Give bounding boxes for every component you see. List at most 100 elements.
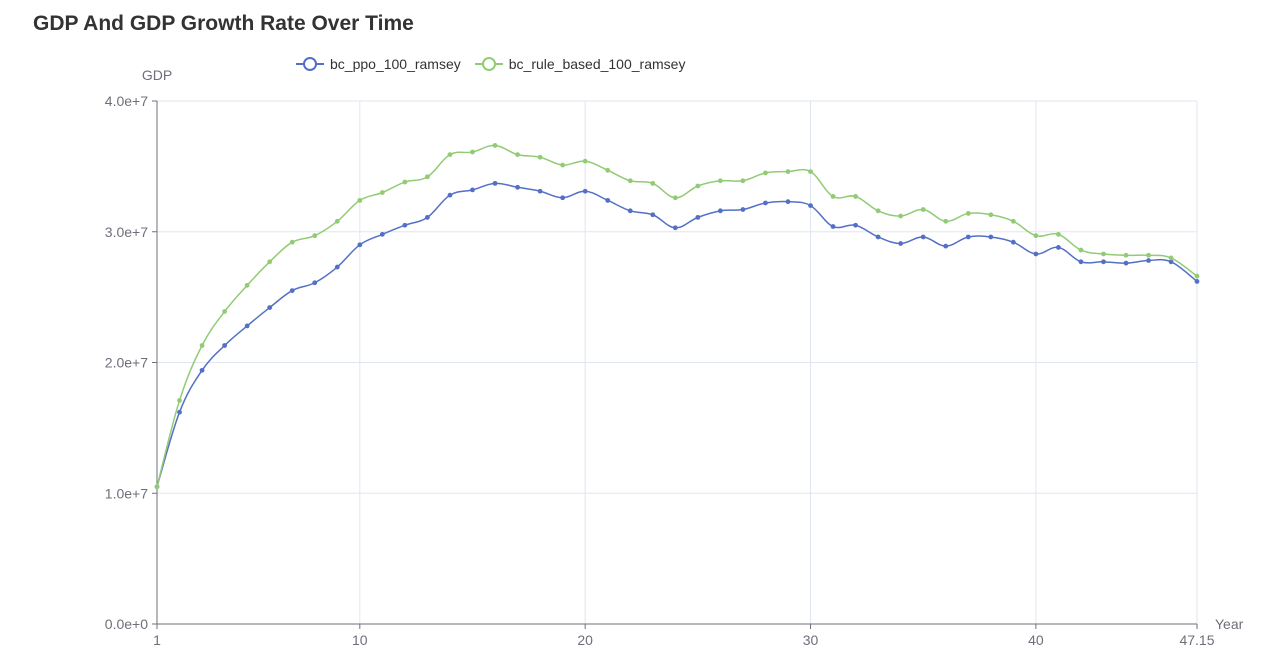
data-point[interactable] [537,154,543,160]
data-point[interactable] [763,200,768,206]
data-point[interactable] [943,218,949,224]
data-point[interactable] [425,174,430,180]
data-point[interactable] [402,179,408,185]
data-point[interactable] [785,169,791,175]
data-point[interactable] [1078,247,1084,253]
data-point[interactable] [357,242,363,248]
data-point[interactable] [1146,258,1151,263]
data-point[interactable] [447,152,453,158]
data-point[interactable] [1123,260,1129,266]
data-point[interactable] [177,409,182,415]
data-point[interactable] [627,208,633,214]
data-point[interactable] [289,239,295,245]
data-point[interactable] [875,208,881,214]
data-point[interactable] [177,398,182,403]
data-point[interactable] [965,211,971,216]
data-point[interactable] [763,170,768,176]
data-point[interactable] [988,234,994,240]
data-point[interactable] [582,188,588,194]
data-point[interactable] [312,280,318,286]
data-point[interactable] [154,484,160,490]
data-point[interactable] [898,241,904,246]
data-point[interactable] [740,207,746,212]
data-point[interactable] [1101,259,1106,265]
data-point[interactable] [1010,239,1016,245]
data-point[interactable] [627,178,633,184]
data-point[interactable] [1168,259,1174,265]
data-point[interactable] [1078,259,1084,265]
data-point[interactable] [920,207,926,212]
data-point[interactable] [1101,251,1106,257]
data-point[interactable] [695,214,701,220]
data-point[interactable] [334,218,340,224]
data-point[interactable] [672,195,678,201]
data-point[interactable] [1123,252,1129,258]
data-point[interactable] [357,197,363,203]
data-point[interactable] [447,192,453,198]
x-tick-label: 30 [803,632,819,648]
data-point[interactable] [1146,252,1151,258]
data-point[interactable] [267,305,273,310]
series [154,143,1200,490]
legend-item-series-1[interactable]: bc_rule_based_100_ramsey [474,56,685,72]
data-point[interactable] [267,259,273,265]
data-point[interactable] [515,152,520,158]
data-point[interactable] [785,199,791,205]
data-point[interactable] [199,343,205,348]
data-point[interactable] [830,194,836,199]
data-point[interactable] [244,282,250,288]
data-point[interactable] [402,222,408,228]
data-point[interactable] [1056,231,1061,237]
data-point[interactable] [470,187,475,193]
data-point[interactable] [334,264,340,270]
data-point[interactable] [695,183,701,189]
data-point[interactable] [650,180,656,186]
data-point[interactable] [808,203,813,209]
data-point[interactable] [717,208,723,214]
data-point[interactable] [988,212,994,218]
data-point[interactable] [1168,255,1174,261]
data-point[interactable] [1010,218,1016,224]
data-point[interactable] [425,214,430,220]
data-point[interactable] [379,190,385,195]
y-tick-label: 4.0e+7 [105,93,148,109]
data-point[interactable] [898,213,904,219]
data-point[interactable] [875,234,881,240]
data-point[interactable] [244,323,250,329]
data-point[interactable] [222,309,228,314]
y-tick-label: 2.0e+7 [105,355,148,371]
data-point[interactable] [537,188,543,194]
data-point[interactable] [1194,279,1200,284]
data-point[interactable] [853,222,858,228]
data-point[interactable] [717,178,723,184]
legend-item-series-0[interactable]: bc_ppo_100_ramsey [296,56,461,72]
data-point[interactable] [312,233,318,239]
data-point[interactable] [492,143,498,148]
data-point[interactable] [650,212,656,218]
data-point[interactable] [943,243,949,249]
data-point[interactable] [965,234,971,240]
data-point[interactable] [1033,233,1039,239]
data-point[interactable] [808,169,813,175]
data-point[interactable] [830,224,836,229]
data-point[interactable] [605,197,611,203]
data-point[interactable] [560,195,566,201]
data-point[interactable] [470,149,475,155]
data-point[interactable] [853,194,858,199]
data-point[interactable] [492,180,498,186]
data-point[interactable] [199,367,205,373]
data-point[interactable] [379,231,385,237]
data-point[interactable] [560,162,566,168]
data-point[interactable] [222,343,228,348]
data-point[interactable] [740,178,746,184]
data-point[interactable] [1033,251,1039,257]
data-point[interactable] [672,225,678,231]
data-point[interactable] [605,167,611,173]
data-point[interactable] [289,288,295,293]
chart-title: GDP And GDP Growth Rate Over Time [33,12,414,35]
data-point[interactable] [1194,273,1200,279]
data-point[interactable] [582,158,588,164]
data-point[interactable] [515,184,520,190]
data-point[interactable] [920,234,926,240]
data-point[interactable] [1056,245,1061,250]
